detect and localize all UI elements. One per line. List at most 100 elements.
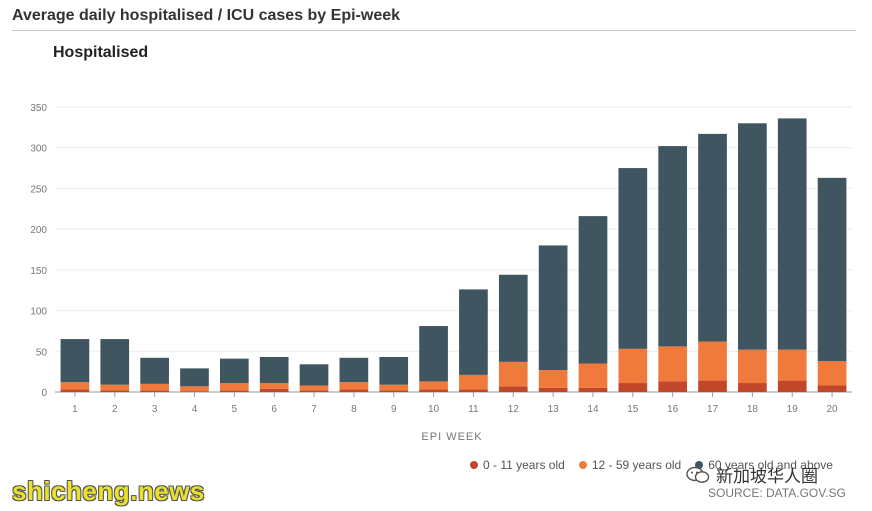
x-tick-label: 4 [192,404,198,415]
x-tick-label: 7 [311,404,317,415]
wechat-brand: 新加坡华人圈 [686,462,818,487]
bar-segment [100,384,130,391]
bar-segment [100,339,130,385]
bar-segment [618,383,648,392]
bar-segment [339,389,369,392]
bar-segment [498,361,528,387]
bar-segment [817,177,847,362]
bar-segment [658,381,688,392]
bar-segment [498,386,528,392]
bar-segment [219,358,249,384]
chart-title: Hospitalised [53,44,149,61]
bar-segment [60,389,90,392]
bar-segment [259,356,289,384]
x-tick-label: 17 [707,404,719,415]
bar-segment [259,388,289,392]
bar-segment [658,146,688,347]
bar-segment [140,357,169,384]
x-tick-label: 18 [747,404,759,415]
bar-segment [259,383,289,389]
bar-segment [219,383,249,391]
x-tick-label: 14 [587,404,599,415]
x-tick-label: 16 [667,404,679,415]
bar-segment [538,387,568,392]
bar-segment [538,370,568,388]
x-tick-label: 10 [428,404,440,415]
bar-segment [140,390,169,392]
bar-segment [140,383,169,391]
bar-segment [618,348,648,384]
bar-segment [777,380,807,392]
bar-segment [578,216,608,364]
bar-segment [459,374,488,390]
bar-segment [419,389,448,392]
bar-segment [698,380,727,392]
bar-segment [180,368,209,387]
bar-segment [339,357,369,383]
bar-segment [299,390,329,392]
bar-segment [738,123,767,350]
bar-segment [618,168,648,349]
x-tick-label: 19 [787,404,799,415]
x-tick-label: 3 [152,404,158,415]
x-tick-label: 13 [548,404,560,415]
bar-segment [538,245,568,371]
source-note: SOURCE: DATA.GOV.SG [708,486,846,500]
legend-label: 0 - 11 years old [483,458,565,472]
x-axis-title: EPI WEEK [421,431,482,443]
bar-segment [299,385,329,391]
bar-segment [738,349,767,384]
legend: 0 - 11 years old 12 - 59 years old 60 ye… [470,458,833,472]
bar-segment [60,339,90,383]
brand-label: 新加坡华人圈 [716,467,818,486]
bar-segment [219,390,249,392]
x-tick-label: 11 [468,404,479,415]
bar-segment [658,346,688,382]
bar-segment [379,390,409,392]
y-tick-label: 200 [30,225,47,236]
legend-dot-icon [470,461,478,469]
legend-item-12-59[interactable]: 12 - 59 years old [578,458,682,472]
x-tick-label: 5 [232,404,238,415]
bar-segment [419,381,448,390]
bar-segment [578,363,608,388]
y-tick-label: 350 [30,103,47,114]
bar-segment [180,391,209,392]
x-tick-label: 15 [627,404,639,415]
y-tick-label: 0 [41,388,47,399]
legend-dot-icon [578,461,587,469]
bar-segment [299,364,329,386]
x-tick-label: 12 [508,404,520,415]
bar-segment [738,383,767,392]
bar-segment [379,384,409,391]
bar-segment [60,382,90,390]
watermark: shicheng.news [12,476,205,506]
wechat-icon [686,466,710,483]
bar-segment [777,349,807,381]
x-tick-label: 6 [271,404,277,415]
x-tick-label: 9 [391,404,397,415]
bar-segment [698,133,727,342]
x-tick-label: 1 [72,404,78,415]
legend-item-0-11[interactable]: 0 - 11 years old [470,458,565,472]
page-title: Average daily hospitalised / ICU cases b… [12,7,401,24]
x-tick-label: 20 [827,404,839,415]
bar-segment [498,274,528,362]
legend-label: 12 - 59 years old [591,458,682,472]
page-header: Average daily hospitalised / ICU cases b… [12,6,856,31]
y-tick-label: 250 [30,184,47,195]
bar-segment [777,118,807,350]
legend-item-60-above[interactable]: 60 years old and above [695,458,833,472]
legend-label: 60 years old and above [708,458,833,472]
bar-segment [379,356,409,385]
x-tick-label: 8 [351,404,357,415]
y-tick-label: 50 [36,347,48,358]
bar-segment [100,390,130,392]
bar-segment [419,326,448,382]
bar-segment [459,289,488,375]
bar-segment [698,341,727,381]
bar-segment [578,387,608,392]
x-tick-label: 2 [112,404,118,415]
bar-segment [817,361,847,386]
